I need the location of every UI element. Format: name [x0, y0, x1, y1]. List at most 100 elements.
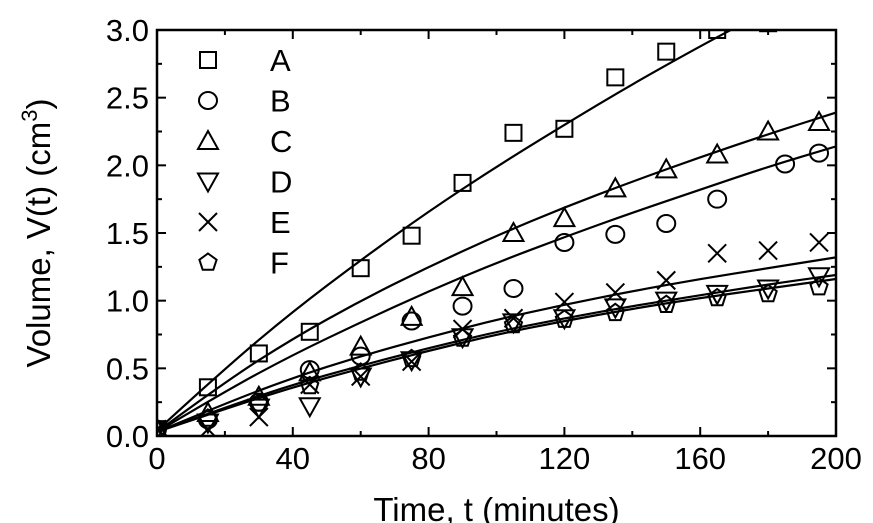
y-tick-label: 0.5 [106, 351, 149, 386]
marker-pentagon [350, 362, 371, 381]
marker-square [657, 42, 676, 61]
marker-pentagon [656, 294, 676, 313]
marker-x [503, 308, 524, 328]
marker-square [198, 378, 217, 397]
legend-label-f: F [270, 246, 289, 281]
marker-x [401, 351, 422, 372]
marker-triangle-up [603, 176, 628, 198]
marker-square [504, 123, 523, 142]
fit-line-c [157, 111, 836, 433]
marker-circle [350, 346, 371, 366]
y-tick-label: 1.0 [106, 284, 149, 319]
fit-line-e [157, 256, 836, 433]
fit-line-f [157, 277, 836, 433]
marker-triangle-up [705, 142, 729, 164]
marker-square [453, 173, 472, 192]
legend-label-c: C [270, 124, 292, 159]
marker-x [809, 232, 829, 253]
marker-circle [503, 278, 524, 298]
marker-pentagon [249, 393, 269, 412]
y-tick-label: 2.0 [106, 148, 149, 183]
legend-label-e: E [270, 205, 291, 240]
axis-ticks [156, 29, 837, 437]
marker-triangle-down [654, 291, 678, 313]
marker-circle [809, 143, 830, 163]
marker-triangle-down [807, 267, 831, 289]
marker-triangle-up [807, 109, 831, 132]
marker-pentagon [809, 276, 829, 296]
marker-pentagon [198, 252, 218, 271]
legend-label-b: B [270, 84, 291, 119]
marker-triangle-down [705, 284, 729, 306]
tick-labels: 0 40 80 120 160 200 0.0 0.5 1.0 1.5 2.0 2.5 3.0 [106, 13, 862, 476]
marker-triangle-down [399, 351, 424, 373]
y-tick-label: 0.0 [106, 419, 149, 454]
marker-x [554, 292, 575, 312]
marker-circle [452, 296, 473, 316]
marker-triangle-up [399, 304, 424, 326]
plot-frame [155, 28, 838, 438]
x-tick-label: 120 [539, 441, 591, 476]
marker-pentagon [198, 408, 218, 427]
marker-triangle-down [157, 420, 169, 436]
marker-square [708, 30, 727, 39]
marker-circle [554, 232, 575, 252]
marker-square [606, 68, 625, 87]
marker-pentagon [452, 328, 473, 347]
marker-pentagon [503, 314, 524, 334]
marker-circle [775, 154, 796, 174]
marker-square [249, 344, 268, 363]
x-tick-label: 200 [810, 441, 862, 476]
marker-square [402, 226, 421, 245]
marker-pentagon [707, 287, 727, 307]
marker-square [300, 322, 319, 341]
marker-pentagon [758, 283, 778, 303]
marker-square [555, 119, 574, 138]
marker-circle [707, 189, 728, 209]
fit-lines [157, 30, 836, 433]
marker-triangle-up [756, 119, 780, 141]
marker-triangle-up [298, 360, 322, 382]
marker-triangle-up [247, 384, 271, 406]
y-tick-label: 3.0 [106, 13, 149, 48]
y-tick-label: 2.5 [106, 81, 149, 116]
marker-triangle-down [298, 397, 322, 419]
marker-circle [656, 214, 677, 234]
y-axis-title: Volume, V(t) (cm3) [17, 99, 57, 368]
x-tick-label: 0 [148, 441, 165, 476]
marker-circle [401, 311, 422, 331]
x-tick-label: 40 [276, 441, 310, 476]
x-tick-label: 80 [411, 441, 445, 476]
y-tick-label: 1.5 [106, 216, 149, 251]
marker-x [198, 212, 218, 232]
marker-triangle-up [501, 220, 526, 242]
marker-triangle-up [552, 206, 577, 228]
marker-circle [198, 91, 218, 110]
marker-x [605, 282, 626, 303]
marker-pentagon [401, 348, 422, 368]
y-axis-title-suffix: ) [20, 99, 57, 110]
marker-triangle-down [196, 172, 220, 194]
legend-label-a: A [270, 43, 291, 78]
marker-x [707, 243, 727, 264]
marker-square [199, 51, 217, 69]
y-axis-title-main: Volume, V(t) (cm [20, 122, 57, 368]
legend-label-d: D [270, 165, 292, 200]
marker-pentagon [300, 375, 320, 395]
data-markers [157, 30, 831, 436]
marker-triangle-up [450, 275, 475, 297]
marker-pentagon [605, 302, 626, 322]
marker-triangle-up [196, 128, 220, 150]
marker-pentagon [157, 418, 167, 436]
marker-triangle-up [654, 157, 678, 179]
fit-line-d [157, 273, 836, 433]
marker-square [351, 259, 370, 278]
x-tick-label: 160 [674, 441, 726, 476]
x-axis-title: Time, t (minutes) [373, 491, 619, 523]
marker-circle [157, 419, 167, 436]
y-axis-title-superscript: 3 [17, 110, 42, 122]
marker-x [350, 366, 371, 387]
marker-triangle-up [349, 334, 373, 356]
